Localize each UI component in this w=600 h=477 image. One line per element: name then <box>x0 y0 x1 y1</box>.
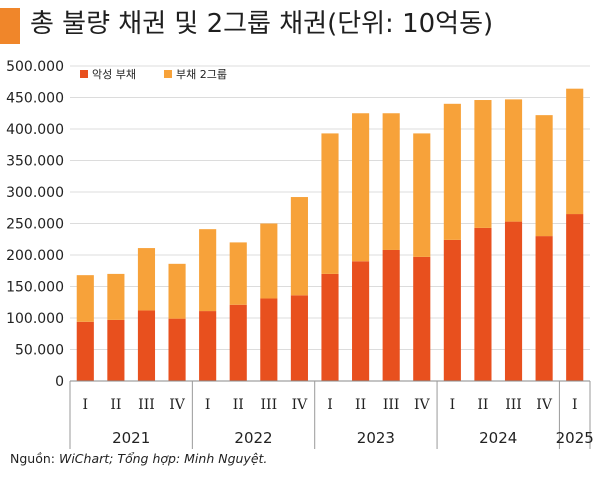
bar-bad-debt <box>229 304 247 381</box>
y-tick-label: 300.000 <box>6 185 64 201</box>
bar-bad-debt <box>107 319 125 381</box>
y-tick-label: 500.000 <box>6 59 64 75</box>
source-note: Nguồn: WiChart; Tổng hợp: Minh Nguyệt. <box>10 451 267 466</box>
x-group-label: 2021 <box>112 429 150 447</box>
bar-bad-debt <box>76 321 94 381</box>
bar-bad-debt <box>260 298 278 381</box>
x-group-label: 2024 <box>479 429 517 447</box>
x-tick-label: I <box>450 397 456 413</box>
x-tick-label: I <box>83 397 89 413</box>
bar-bad-debt <box>137 310 156 381</box>
bar-group2-debt <box>137 248 156 311</box>
bar-bad-debt <box>290 295 308 381</box>
x-group-label: 2025 <box>556 429 594 447</box>
x-tick-label: IV <box>292 397 309 413</box>
bar-group2-debt <box>107 273 125 320</box>
chart-area: 0 50.000 100.000 150.000 200.000 250.000 300.0… <box>6 59 594 449</box>
bar-group2-debt <box>474 100 492 228</box>
bar-group2-debt <box>443 103 461 240</box>
y-tick-label: 400.000 <box>6 122 64 138</box>
x-tick-label: III <box>383 397 400 413</box>
bar-group2-debt <box>566 88 584 215</box>
bar-group2-debt <box>535 115 553 237</box>
bar-bad-debt <box>168 318 186 381</box>
bar-group2-debt <box>260 223 278 299</box>
bar-group2-debt <box>321 133 339 274</box>
bar-group2-debt <box>382 113 400 250</box>
x-tick-label: IV <box>536 397 553 413</box>
bar-bad-debt <box>199 311 217 381</box>
y-tick-label: 50.000 <box>15 343 64 359</box>
bar-bad-debt <box>321 273 339 381</box>
bar-bad-debt <box>382 249 400 381</box>
bar-group2-debt <box>504 99 523 222</box>
bar-group2-debt <box>199 229 217 312</box>
y-tick-label: 350.000 <box>6 154 64 170</box>
y-tick-label: 100.000 <box>6 311 64 327</box>
bar-group2-debt <box>352 113 370 262</box>
x-tick-label: II <box>233 397 244 413</box>
x-tick-label: IV <box>414 397 431 413</box>
x-group-label: 2023 <box>357 429 395 447</box>
source-label: Nguồn: <box>10 451 59 466</box>
x-tick-label: III <box>505 397 522 413</box>
y-tick-label: 250.000 <box>6 217 64 233</box>
bar-bad-debt <box>504 221 523 381</box>
bar-bad-debt <box>413 256 431 381</box>
y-tick-label: 0 <box>55 374 64 390</box>
bar-bad-debt <box>474 227 492 381</box>
x-tick-label: II <box>477 397 488 413</box>
source-text: WiChart; Tổng hợp: Minh Nguyệt. <box>58 451 268 466</box>
bar-group2-debt <box>76 275 94 322</box>
bar-bad-debt <box>352 261 370 381</box>
title-bar: 총 불량 채권 및 2그룹 채권(단위: 10억동) <box>0 4 600 44</box>
x-tick-label: II <box>355 397 366 413</box>
x-tick-label: I <box>205 397 211 413</box>
x-tick-label: II <box>110 397 121 413</box>
bar-group2-debt <box>229 242 247 305</box>
chart-title: 총 불량 채권 및 2그룹 채권(단위: 10억동) <box>30 9 494 39</box>
legend-label: 부채 2그룹 <box>176 68 227 81</box>
y-tick-label: 150.000 <box>6 280 64 296</box>
x-tick-label: I <box>327 397 333 413</box>
bar-group2-debt <box>290 197 308 296</box>
y-tick-label: 200.000 <box>6 248 64 264</box>
legend-swatch <box>163 70 172 78</box>
title-accent-bar <box>0 8 20 44</box>
bar-group2-debt <box>168 263 186 319</box>
x-tick-label: III <box>138 397 155 413</box>
y-tick-label: 450.000 <box>6 91 64 107</box>
x-tick-label: I <box>572 397 578 413</box>
bar-bad-debt <box>443 239 461 381</box>
bar-group2-debt <box>413 133 431 257</box>
bar-bad-debt <box>535 236 553 381</box>
x-tick-label: IV <box>169 397 186 413</box>
legend-label: 악성 부채 <box>92 68 136 81</box>
x-group-label: 2022 <box>234 429 272 447</box>
legend-swatch <box>80 70 88 78</box>
bar-bad-debt <box>566 214 584 381</box>
x-tick-label: III <box>261 397 278 413</box>
